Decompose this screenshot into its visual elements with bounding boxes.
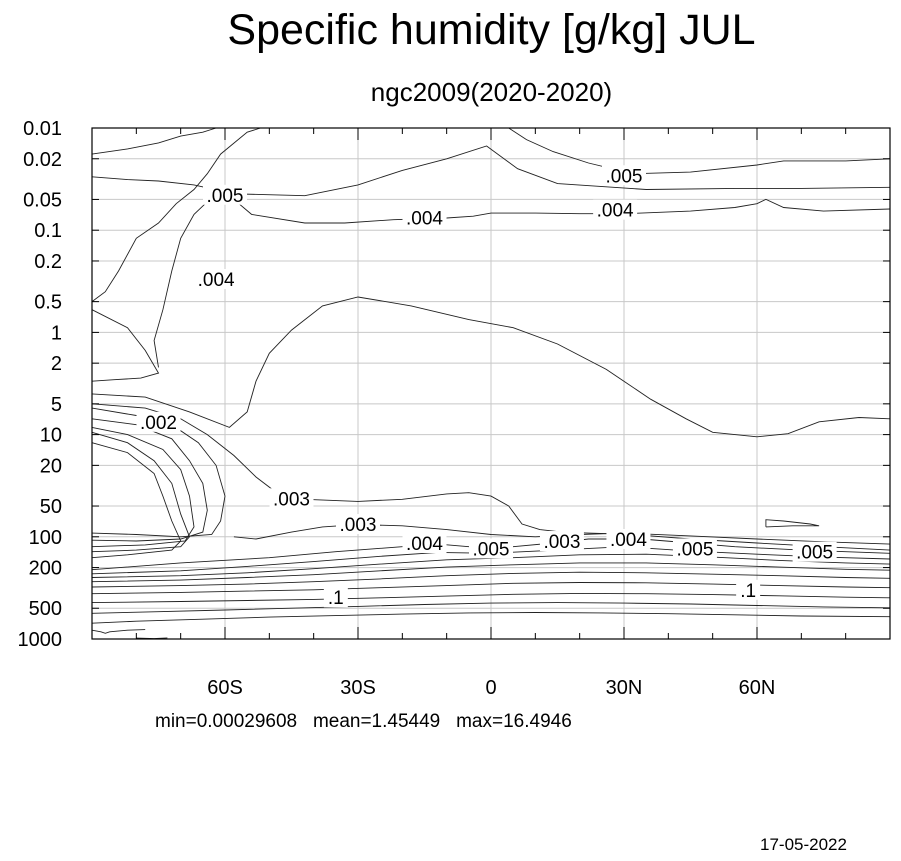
contour-label-3: .003	[273, 489, 310, 510]
x-tick-label-0: 60S	[207, 677, 243, 699]
contour-label-bg-15	[736, 579, 761, 600]
y-tick-label-10: 20	[40, 455, 62, 477]
contour-label-bg-7	[602, 165, 646, 186]
statistics-line: min=0.00029608 mean=1.45449 max=16.4946	[155, 710, 572, 734]
contour-line-17	[91, 562, 891, 583]
y-tick-label-7: 2	[51, 353, 62, 375]
y-tick-label-12: 100	[29, 527, 62, 549]
contour-line-25	[765, 519, 820, 528]
contour-label-13: .005	[796, 543, 833, 564]
y-tick-label-5: 0.5	[34, 292, 62, 314]
y-tick-label-11: 50	[40, 496, 62, 518]
contour-label-0: .005	[207, 186, 244, 207]
x-tick-label-4: 60N	[739, 677, 776, 699]
contour-label-12: .005	[676, 539, 713, 560]
x-tick-label-3: 30N	[606, 677, 643, 699]
contour-label-9: .005	[473, 539, 510, 560]
stat-mean: mean=1.45449	[312, 711, 441, 732]
contour-line-3	[153, 197, 891, 368]
contour-line-11	[91, 431, 191, 553]
contour-label-11: .004	[610, 530, 647, 551]
contour-line-23	[91, 629, 146, 634]
y-tick-label-15: 1000	[18, 629, 63, 651]
x-tick-label-1: 30S	[340, 677, 376, 699]
contour-line-16	[91, 553, 891, 578]
contour-line-1	[508, 127, 891, 175]
contour-label-10: .003	[543, 532, 580, 553]
y-tick-label-9: 10	[40, 425, 62, 447]
contour-label-bg-1	[194, 268, 239, 289]
y-tick-label-8: 5	[51, 394, 62, 416]
stat-min: min=0.00029608	[155, 711, 298, 732]
contour-label-bg-9	[469, 538, 513, 559]
stat-max: max=16.4946	[456, 711, 572, 732]
contour-label-bg-0	[203, 184, 247, 205]
contour-label-bg-2	[136, 411, 181, 432]
y-tick-label-4: 0.2	[34, 251, 62, 273]
y-tick-label-2: 0.05	[23, 189, 62, 211]
contour-label-bg-10	[539, 531, 584, 552]
contour-line-18	[91, 571, 891, 588]
contour-label-1: .004	[198, 270, 235, 291]
contour-label-bg-4	[336, 514, 380, 535]
contour-label-2: .002	[140, 413, 177, 434]
contour-label-bg-14	[323, 587, 348, 608]
contour-label-bg-5	[402, 207, 447, 228]
contour-line-12	[91, 442, 182, 559]
y-tick-label-13: 200	[29, 558, 62, 580]
contour-line-14	[91, 538, 891, 571]
contour-label-5: .004	[406, 208, 443, 229]
contour-label-bg-12	[672, 538, 717, 559]
contour-label-bg-13	[792, 541, 837, 562]
contour-line-19	[91, 582, 891, 595]
contour-line-22	[91, 612, 891, 624]
contour-line-20	[91, 592, 891, 604]
x-tick-label-2: 0	[485, 677, 496, 699]
contour-line-6	[91, 296, 891, 438]
chart-title: Specific humidity [g/kg] JUL	[227, 6, 756, 54]
contour-line-0	[91, 127, 261, 302]
contour-label-8: .004	[406, 534, 443, 555]
contour-label-bg-3	[269, 488, 314, 509]
contour-label-7: .005	[606, 166, 643, 187]
contour-label-14: .1	[328, 588, 344, 609]
y-tick-label-0: 0.01	[23, 118, 62, 140]
date-stamp: 17-05-2022	[760, 835, 847, 854]
contour-line-21	[91, 602, 891, 614]
y-tick-label-6: 1	[51, 322, 62, 344]
contour-label-bg-11	[606, 528, 651, 549]
contour-label-bg-6	[593, 199, 638, 220]
contour-line-13	[233, 524, 891, 545]
contour-label-15: .1	[740, 581, 756, 602]
contour-line-7	[91, 403, 891, 551]
contour-label-bg-8	[402, 533, 447, 554]
y-tick-label-1: 0.02	[23, 149, 62, 171]
chart-subtitle: ngc2009(2020-2020)	[370, 77, 613, 107]
y-tick-label-3: 0.1	[34, 220, 62, 242]
contour-label-6: .004	[597, 201, 634, 222]
contour-label-4: .003	[340, 515, 377, 536]
contour-line-10	[91, 426, 195, 548]
contour-line-4	[91, 145, 891, 197]
y-tick-label-14: 500	[29, 598, 62, 620]
contour-line-5	[91, 309, 160, 382]
contour-line-2	[91, 127, 217, 155]
